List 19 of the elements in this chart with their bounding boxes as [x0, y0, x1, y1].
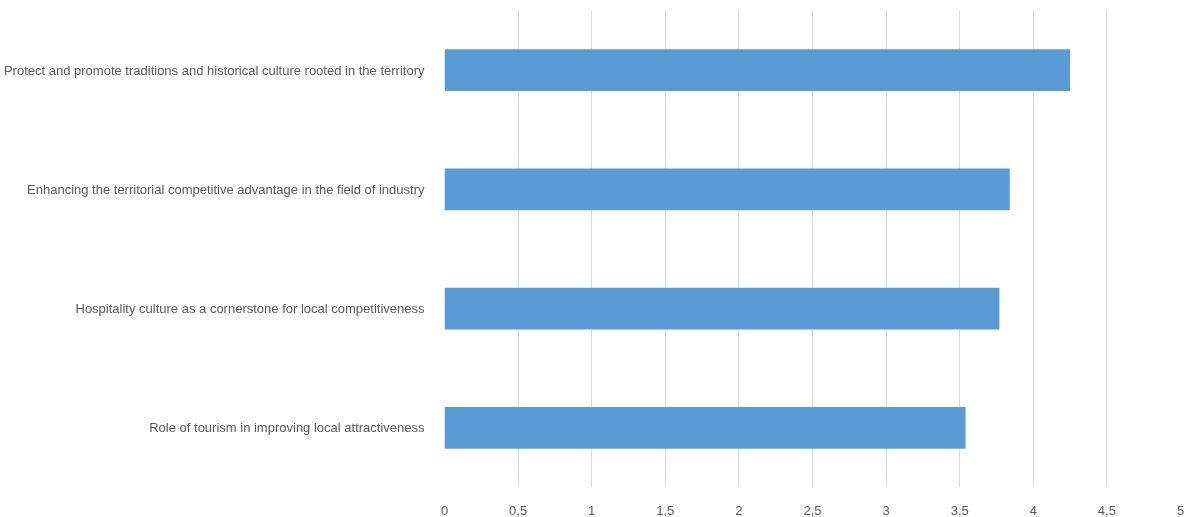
y-tick-label: Role of tourism in improving local attractiveness: [149, 420, 425, 436]
x-tick-label: 0,5: [509, 502, 528, 517]
x-tick-label: 2: [735, 502, 743, 517]
x-tick-label: 3: [882, 502, 890, 517]
bar: [444, 407, 966, 449]
x-tick-label: 0: [440, 502, 449, 517]
x-tick-label: 3,5: [950, 502, 969, 517]
x-tick-label: 4: [1029, 502, 1037, 517]
x-tick-label: 5: [1176, 502, 1185, 517]
bar: [444, 168, 1010, 211]
y-tick-label: Protect and promote traditions and historical culture rooted in the territory: [3, 62, 425, 78]
x-tick-label: 1,5: [656, 502, 675, 517]
bar: [444, 287, 1000, 330]
bar: [444, 49, 1071, 91]
x-tick-label: 4,5: [1097, 502, 1116, 517]
x-tick-label: 2,5: [803, 502, 822, 517]
y-tick-label: Hospitality culture as a cornerstone for local competitiveness: [75, 301, 425, 317]
x-tick-label: 1: [588, 502, 596, 517]
y-tick-label: Enhancing the territorial competitive advantage in the field of industry: [27, 181, 425, 197]
